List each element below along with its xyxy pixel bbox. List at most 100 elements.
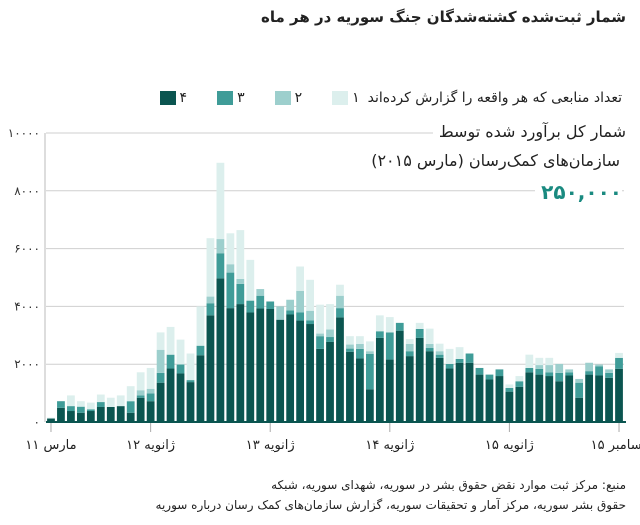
bar-segment-۱ (385, 317, 394, 333)
bar-segment-۴ (385, 359, 394, 422)
bar-segment-۴ (306, 324, 314, 422)
bar-segment-۳ (485, 374, 494, 380)
y-tick-label: ۲۰۰۰ (14, 357, 40, 371)
bar-segment-۲ (286, 299, 295, 311)
bar-segment-۴ (246, 312, 255, 422)
bar-segment-۲ (346, 344, 354, 349)
source-line-2: حقوق بشر سوریه، مرکز آمار و تحقیقات سوری… (155, 498, 626, 512)
bar-segment-۴ (365, 389, 374, 422)
bar-segment-۳ (575, 382, 584, 398)
bar-segment-۳ (136, 395, 145, 398)
bar-segment-۴ (326, 341, 334, 422)
legend-text: ۲ (294, 90, 303, 106)
bar-segment-۴ (356, 358, 364, 422)
bar-segment-۳ (465, 353, 474, 363)
bar-segment-۱ (435, 343, 444, 352)
bar-segment-۳ (505, 387, 514, 392)
bar-segment-۴ (415, 337, 424, 422)
legend: تعداد منابعی که هر واقعه را گزارش کرده‌ا… (138, 90, 622, 106)
bar-segment-۴ (336, 317, 344, 422)
bar-segment-۳ (286, 310, 295, 315)
bar-segment-۴ (206, 315, 215, 422)
bar-segment-۲ (226, 264, 235, 273)
bar-segment-۳ (326, 337, 334, 342)
bar-segment-۲ (156, 349, 165, 373)
bar-segment-۴ (595, 375, 603, 422)
bar-segment-۱ (346, 336, 354, 345)
bar-segment-۱ (96, 394, 105, 403)
bar-segment-۱ (196, 306, 205, 346)
bar-segment-۱ (505, 384, 514, 388)
bar-segment-۱ (326, 304, 334, 330)
bar-segment-۴ (67, 411, 75, 422)
bar-segment-۳ (356, 348, 364, 359)
bar-segment-۴ (615, 368, 623, 422)
bar-segment-۲ (575, 378, 584, 383)
bar-segment-۳ (375, 331, 384, 338)
bar-segment-۲ (296, 290, 305, 313)
bar-segment-۲ (365, 351, 374, 354)
bar-segment-۱ (445, 348, 454, 364)
bar-segment-۲ (236, 278, 245, 284)
bar-segment-۲ (565, 369, 574, 373)
bar-segment-۱ (375, 315, 384, 332)
bar-segment-۳ (365, 353, 374, 390)
bar-segment-۴ (266, 309, 275, 422)
bar-segment-۴ (47, 418, 55, 422)
bar-segment-۴ (236, 304, 245, 422)
bar-segment-۳ (206, 303, 215, 316)
annotation-line-1: شمار کل برآورد شده توسط (432, 122, 626, 141)
bar-segment-۱ (246, 259, 255, 301)
bar-segment-۱ (545, 357, 554, 366)
bar-segment-۴ (495, 376, 504, 422)
bar-segment-۱ (425, 328, 434, 344)
bar-segment-۴ (565, 375, 574, 422)
bar-segment-۳ (385, 332, 394, 360)
bar-segment-۴ (535, 374, 544, 422)
bar-segment-۳ (346, 348, 354, 352)
bar-segment-۱ (316, 304, 324, 334)
bar-segment-۳ (585, 371, 594, 375)
bar-segment-۴ (425, 351, 434, 422)
y-tick-label: ۱۰۰۰۰ (8, 126, 40, 140)
bar-segment-۲ (216, 239, 225, 254)
bar-segment-۱ (136, 372, 145, 391)
legend-swatch (274, 91, 291, 105)
bar-segment-۳ (545, 372, 554, 377)
bar-segment-۳ (196, 345, 205, 356)
bar-segment-۳ (226, 272, 235, 309)
x-tick-label: ژانویه ۱۵ (485, 438, 534, 453)
bar-segment-۳ (166, 354, 175, 369)
bar-segment-۴ (106, 406, 115, 422)
bar-segment-۳ (57, 401, 65, 408)
bar-segment-۴ (605, 377, 613, 422)
bar-segment-۴ (545, 376, 554, 422)
bar-segment-۴ (276, 319, 285, 422)
bar-segment-۴ (146, 401, 155, 422)
bar-segment-۱ (356, 336, 364, 344)
bar-segment-۴ (375, 337, 384, 422)
bar-segment-۴ (216, 278, 225, 422)
bar-segment-۳ (445, 363, 454, 369)
bar-segment-۱ (206, 238, 215, 297)
bar-segment-۲ (256, 289, 265, 296)
legend-text: ۱ (352, 90, 360, 106)
bar-segment-۴ (286, 314, 295, 422)
bar-segment-۲ (356, 343, 364, 349)
bar-segment-۴ (485, 379, 494, 422)
bar-segment-۱ (365, 341, 374, 352)
legend-swatch (159, 91, 176, 105)
bar-segment-۱ (336, 284, 344, 296)
legend-item-1: ۱ (328, 90, 360, 106)
bar-segment-۴ (316, 348, 324, 422)
bar-segment-۴ (296, 320, 305, 422)
bar-segment-۴ (176, 373, 185, 422)
bar-segment-۱ (156, 332, 165, 350)
x-tick-label: ژانویه ۱۴ (365, 438, 414, 453)
bar-segment-۴ (126, 412, 135, 422)
bar-segment-۱ (306, 279, 314, 311)
bar-segment-۲ (206, 296, 215, 304)
bar-segment-۱ (615, 352, 623, 358)
x-tick-label: ژانویه ۱۳ (246, 438, 295, 453)
bar-segment-۴ (186, 382, 195, 422)
